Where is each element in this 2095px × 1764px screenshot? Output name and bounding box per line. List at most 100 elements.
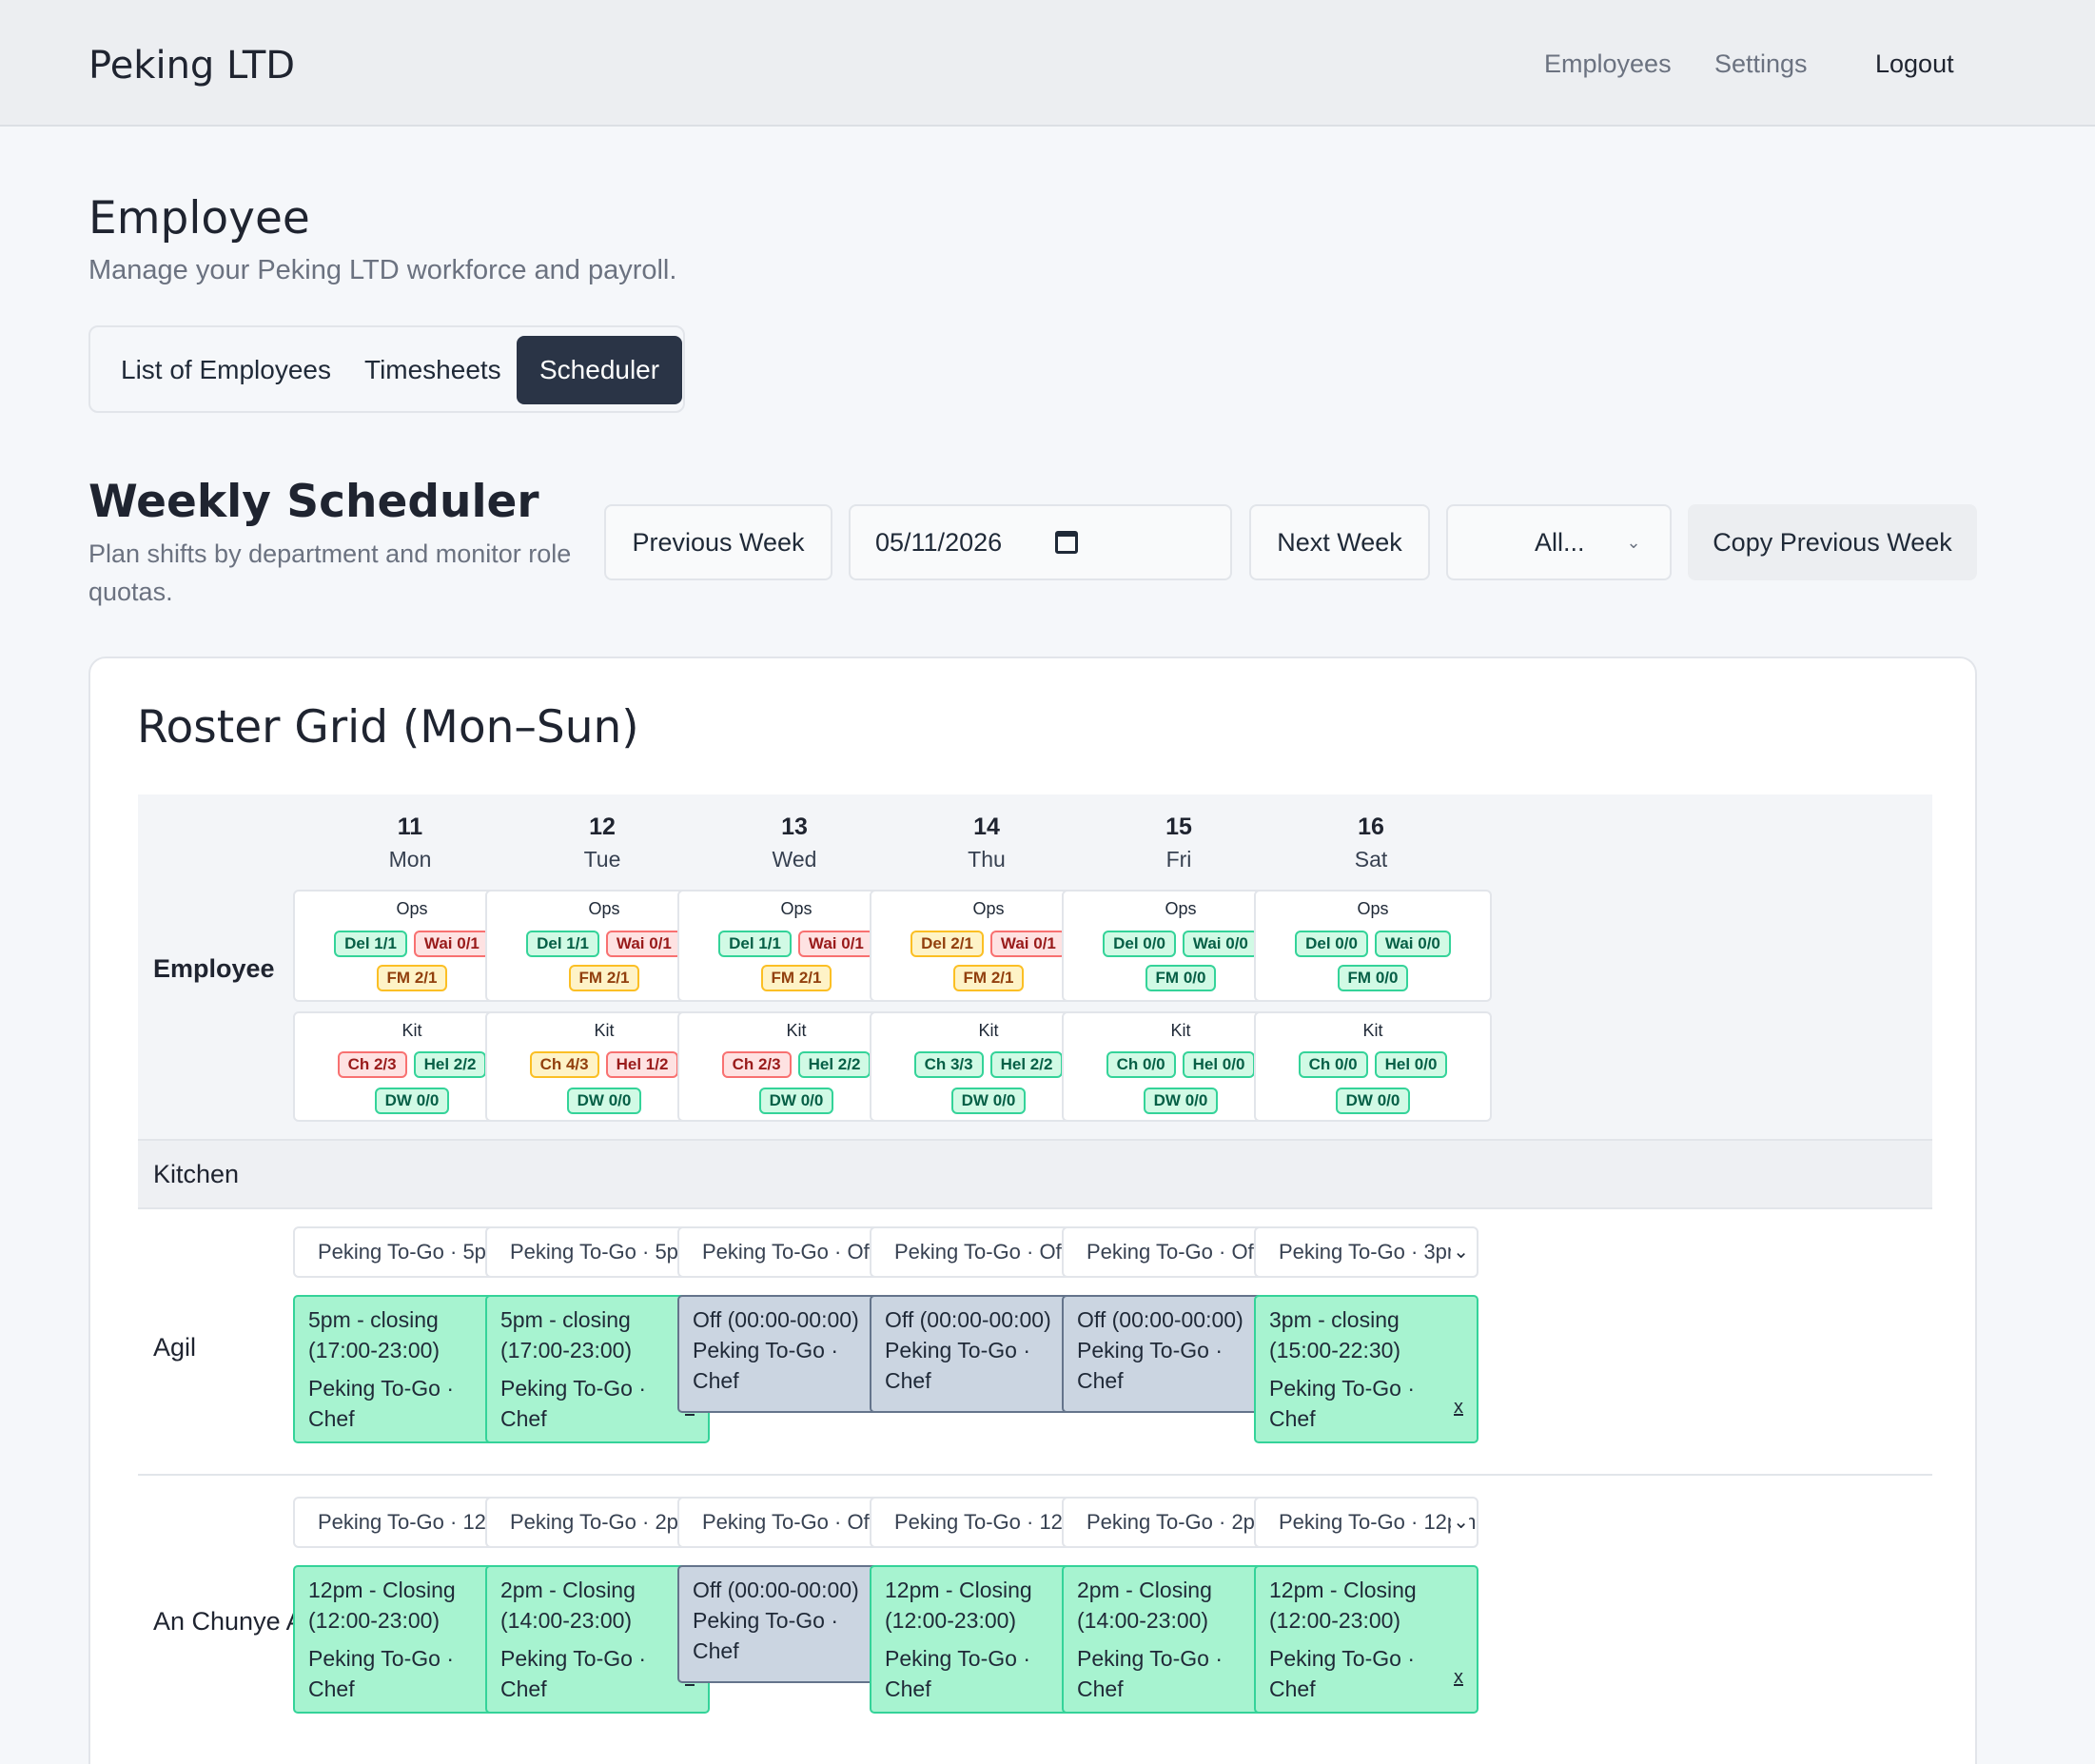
dishwasher-quota-badge: DW 0/0 xyxy=(758,1088,834,1114)
chevron-down-icon: ⌄ xyxy=(1451,1228,1469,1276)
calendar-icon[interactable] xyxy=(1055,531,1079,554)
shift-select[interactable]: Peking To-Go · 2pm⌄ xyxy=(1062,1497,1286,1548)
shift-select[interactable]: Peking To-Go · 3pm ⌄ xyxy=(1254,1226,1478,1278)
shift-location: Peking To-Go · xyxy=(885,1338,1030,1362)
floor-manager-quota-badge: FM 2/1 xyxy=(568,965,640,991)
day-name: Sat xyxy=(1354,847,1388,872)
quota-badge-row: Ch 4/3 Hel 1/2 xyxy=(487,1051,721,1078)
shift-select[interactable]: Peking To-Go · 12pm⌄ xyxy=(870,1497,1094,1548)
shift-time-label: 12pm - Closing xyxy=(308,1578,456,1602)
next-week-label: Next Week xyxy=(1277,527,1402,557)
department-filter-select[interactable]: All... ⌄ xyxy=(1446,504,1672,580)
shift-time-label: 12pm - Closing xyxy=(1269,1578,1417,1602)
shift-select-value: Peking To-Go · 5pm xyxy=(318,1240,504,1264)
remove-shift-button[interactable]: x xyxy=(1454,1667,1463,1688)
shift-time-label: 12pm - Closing xyxy=(885,1578,1032,1602)
quota-badge-row: Ch 3/3 Hel 2/2 xyxy=(871,1051,1106,1078)
page-subtitle: Manage your Peking LTD workforce and pay… xyxy=(88,255,677,285)
shift-time-label: Off (00:00-00:00) xyxy=(693,1307,859,1332)
quota-badge-row: FM 0/0 xyxy=(1064,965,1298,991)
quota-badge-row: FM 2/1 xyxy=(295,965,529,991)
delivery-quota-badge: Del 0/0 xyxy=(1295,931,1368,957)
helper-quota-badge: Hel 2/2 xyxy=(797,1051,871,1078)
shift-select-value: Peking To-Go · 3pm xyxy=(1279,1240,1465,1264)
remove-shift-button[interactable]: x xyxy=(1454,1397,1463,1418)
quota-badge-row: Ch 2/3 Hel 2/2 xyxy=(679,1051,913,1078)
shift-select[interactable]: Peking To-Go · Off⌄ xyxy=(1062,1226,1286,1278)
logout-link[interactable]: Logout xyxy=(1875,49,1954,78)
dishwasher-quota-badge: DW 0/0 xyxy=(566,1088,642,1114)
quota-badge-row: Ch 0/0 Hel 0/0 xyxy=(1064,1051,1298,1078)
ops-quota-box: Ops Del 0/0 Wai 0/0 FM 0/0 xyxy=(1254,890,1492,1002)
quota-badge-row: Del 2/1 Wai 0/1 xyxy=(871,931,1106,957)
shift-card: 12pm - Closing (12:00-23:00) Peking To-Go … xyxy=(1254,1565,1478,1714)
shift-select[interactable]: Peking To-Go · 12pm⌄ xyxy=(293,1497,518,1548)
shift-select-value: Peking To-Go · Off xyxy=(1087,1240,1260,1264)
week-date-input[interactable]: 05/11/2026 xyxy=(849,504,1232,580)
shift-select[interactable]: Peking To-Go · 12pm⌄ xyxy=(1254,1497,1478,1548)
delivery-quota-badge: Del 1/1 xyxy=(526,931,599,957)
shift-time-range: (17:00-23:00) xyxy=(308,1338,441,1362)
day-number: 14 xyxy=(973,813,1000,840)
shift-time-label: 5pm - closing xyxy=(308,1307,439,1332)
floor-manager-quota-badge: FM 2/1 xyxy=(376,965,448,991)
kitchen-quota-box: Kit Ch 0/0 Hel 0/0 DW 0/0 xyxy=(1062,1011,1300,1122)
shift-select-value: Peking To-Go · 5pm xyxy=(510,1240,696,1264)
shift-card: 3pm - closing (15:00-22:30) Peking To-Go ·… xyxy=(1254,1295,1478,1443)
shift-location: Peking To-Go · xyxy=(1269,1376,1415,1401)
helper-quota-badge: Hel 1/2 xyxy=(605,1051,679,1078)
copy-previous-week-button[interactable]: Copy Previous Week xyxy=(1688,504,1977,580)
helper-quota-badge: Hel 0/0 xyxy=(1182,1051,1256,1078)
roster-header: Employee 11 Mon Ops Del 1/1 Wai 0/1 FM 2/1 Kit… xyxy=(138,794,1932,1139)
employee-row: An Chunye An Peking To-Go · 12pm⌄12pm - … xyxy=(138,1476,1932,1742)
chevron-down-icon: ⌄ xyxy=(1451,1499,1469,1546)
shift-select[interactable]: Peking To-Go · Off⌄ xyxy=(677,1226,902,1278)
shift-location: Peking To-Go · xyxy=(693,1608,838,1633)
shift-select[interactable]: Peking To-Go · Off⌄ xyxy=(677,1497,902,1548)
shift-select[interactable]: Peking To-Go · 5pm⌄ xyxy=(293,1226,518,1278)
shift-card: 12pm - Closing (12:00-23:00) Peking To-Go … xyxy=(870,1565,1094,1714)
shift-select[interactable]: Peking To-Go · Off⌄ xyxy=(870,1226,1094,1278)
employee-tabs: List of Employees Timesheets Scheduler xyxy=(88,325,685,413)
employee-name: An Chunye An xyxy=(153,1607,318,1636)
shift-role: Chef xyxy=(500,1406,547,1431)
shift-time-range: (14:00-23:00) xyxy=(1077,1608,1209,1633)
roster-card: Roster Grid (Mon–Sun) Employee 11 Mon Ops D… xyxy=(88,657,1977,1764)
quota-badge-row: FM 2/1 xyxy=(487,965,721,991)
quota-badge-row: DW 0/0 xyxy=(871,1088,1106,1114)
shift-select[interactable]: Peking To-Go · 2pm⌄ xyxy=(485,1497,710,1548)
quota-badge-row: DW 0/0 xyxy=(679,1088,913,1114)
quota-badge-row: DW 0/0 xyxy=(1064,1088,1298,1114)
shift-select-value: Peking To-Go · 2pm xyxy=(1087,1510,1273,1534)
kitchen-quota-box: Kit Ch 0/0 Hel 0/0 DW 0/0 xyxy=(1254,1011,1492,1122)
waiter-quota-badge: Wai 0/1 xyxy=(413,931,490,957)
shift-select-value: Peking To-Go · 12pm xyxy=(318,1510,516,1534)
next-week-button[interactable]: Next Week xyxy=(1249,504,1430,580)
quota-badge-row: Ch 0/0 Hel 0/0 xyxy=(1256,1051,1490,1078)
tab-list-of-employees[interactable]: List of Employees xyxy=(121,355,331,384)
shift-role: Chef xyxy=(1269,1676,1316,1701)
week-date-value: 05/11/2026 xyxy=(875,527,1003,557)
shift-time-range: (12:00-23:00) xyxy=(1269,1608,1401,1633)
kitchen-quota-title: Kit xyxy=(978,1021,999,1040)
day-name: Tue xyxy=(583,847,621,872)
previous-week-button[interactable]: Previous Week xyxy=(604,504,832,580)
weekly-scheduler-subtitle: Plan shifts by department and monitor ro… xyxy=(88,539,572,606)
dishwasher-quota-badge: DW 0/0 xyxy=(950,1088,1027,1114)
brand-logo[interactable]: Peking LTD xyxy=(88,44,296,88)
nav-employees-link[interactable]: Employees xyxy=(1544,49,1672,78)
waiter-quota-badge: Wai 0/1 xyxy=(989,931,1067,957)
day-number: 16 xyxy=(1358,813,1384,840)
tab-scheduler[interactable]: Scheduler xyxy=(517,336,683,404)
shift-role: Chef xyxy=(885,1676,931,1701)
chef-quota-badge: Ch 0/0 xyxy=(1298,1051,1368,1078)
shift-select[interactable]: Peking To-Go · 5pm⌄ xyxy=(485,1226,710,1278)
day-name: Mon xyxy=(388,847,432,872)
shift-location: Peking To-Go · xyxy=(885,1646,1030,1671)
nav-settings-link[interactable]: Settings xyxy=(1714,49,1808,78)
floor-manager-quota-badge: FM 0/0 xyxy=(1145,965,1217,991)
tab-timesheets[interactable]: Timesheets xyxy=(364,355,501,384)
employee-row: Agil Peking To-Go · 5pm⌄5pm - closing(17… xyxy=(138,1209,1932,1476)
